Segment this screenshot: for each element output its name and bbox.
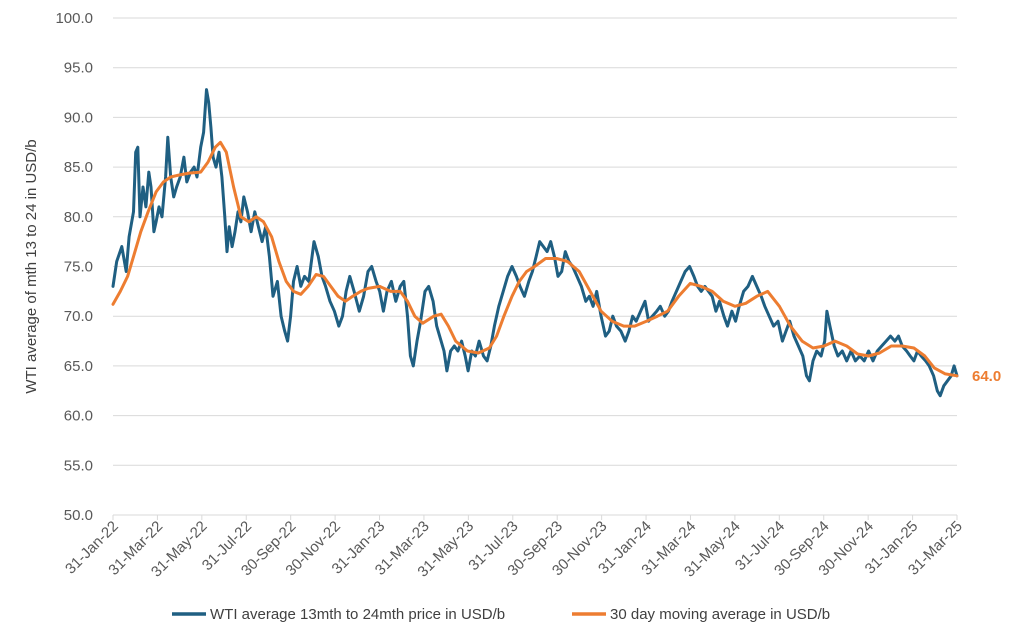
y-tick-label: 55.0 bbox=[64, 457, 93, 474]
series-line-wti bbox=[111, 88, 959, 398]
end-value-label: 64.0 bbox=[972, 368, 1001, 385]
legend-label-moving-average: 30 day moving average in USD/b bbox=[610, 606, 830, 623]
y-tick-label: 100.0 bbox=[55, 10, 93, 27]
y-tick-label: 90.0 bbox=[64, 109, 93, 126]
y-tick-label: 65.0 bbox=[64, 358, 93, 375]
x-axis-ticks: 31-Jan-2231-Mar-2231-May-2231-Jul-2230-S… bbox=[62, 515, 966, 581]
y-tick-label: 95.0 bbox=[64, 60, 93, 77]
series-line-moving-average bbox=[111, 140, 959, 378]
gridlines bbox=[113, 17, 957, 466]
series-layer bbox=[111, 88, 959, 398]
y-axis-tick-labels: 50.0 55.0 60.0 65.0 70.0 75.0 80.0 85.0 90.0 95.0… bbox=[55, 10, 93, 524]
y-tick-label: 60.0 bbox=[64, 408, 93, 425]
y-axis-title: WTI average of mth 13 to 24 in USD/b bbox=[23, 139, 40, 393]
y-tick-label: 50.0 bbox=[64, 507, 93, 524]
y-tick-label: 80.0 bbox=[64, 209, 93, 226]
legend: WTI average 13mth to 24mth price in USD/… bbox=[172, 606, 830, 623]
y-tick-label: 75.0 bbox=[64, 259, 93, 276]
y-tick-label: 70.0 bbox=[64, 308, 93, 325]
legend-label-wti: WTI average 13mth to 24mth price in USD/… bbox=[210, 606, 505, 623]
y-tick-label: 85.0 bbox=[64, 159, 93, 176]
